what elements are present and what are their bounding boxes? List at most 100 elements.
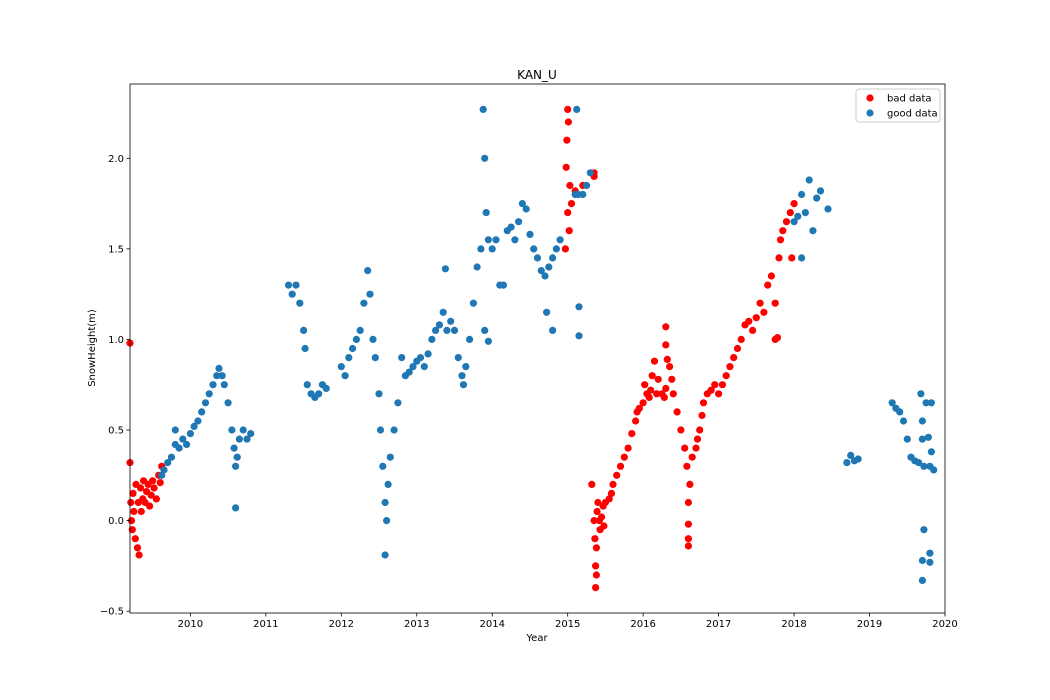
- data-point: [356, 326, 364, 334]
- data-point: [209, 381, 217, 389]
- data-point: [131, 535, 139, 543]
- data-point: [756, 299, 764, 307]
- plot-area: [126, 105, 938, 592]
- legend-marker: [866, 109, 874, 117]
- data-point: [696, 426, 704, 434]
- data-point: [543, 308, 551, 316]
- data-point: [693, 435, 702, 443]
- data-point: [635, 404, 644, 412]
- data-point: [645, 393, 653, 401]
- data-point: [424, 350, 432, 358]
- data-point: [711, 381, 719, 389]
- data-point: [782, 218, 791, 226]
- legend-label: bad data: [887, 94, 932, 105]
- data-point: [854, 455, 862, 463]
- data-point: [920, 462, 928, 470]
- data-point: [530, 245, 538, 253]
- data-point: [816, 187, 825, 195]
- data-point: [243, 435, 251, 443]
- data-point: [688, 453, 696, 461]
- data-point: [288, 290, 296, 298]
- data-point: [349, 344, 357, 353]
- data-point: [409, 363, 417, 371]
- data-point: [549, 254, 557, 262]
- data-point: [598, 513, 606, 521]
- data-point: [522, 205, 530, 213]
- data-point: [507, 223, 515, 231]
- axes: 2010 2011 2012 2013 2014 2015 2016 2017 2018 2019…: [100, 83, 958, 630]
- data-point: [167, 453, 176, 461]
- data-point: [381, 498, 389, 507]
- data-point: [230, 444, 238, 452]
- data-point: [379, 462, 387, 470]
- data-point: [232, 504, 240, 512]
- data-point: [573, 105, 581, 113]
- data-point: [632, 417, 640, 425]
- data-point: [303, 381, 311, 389]
- data-point: [477, 245, 485, 253]
- data-point: [549, 326, 557, 334]
- data-point: [366, 290, 374, 298]
- data-point: [718, 381, 727, 389]
- data-point: [684, 535, 693, 543]
- data-point: [152, 495, 160, 503]
- data-point: [405, 368, 413, 376]
- data-point: [917, 390, 925, 398]
- data-point: [673, 408, 681, 416]
- x-tick-label: 2012: [329, 619, 354, 630]
- x-tick-label: 2019: [857, 619, 882, 630]
- data-point: [575, 332, 583, 340]
- data-point: [160, 466, 168, 474]
- data-point: [561, 245, 570, 253]
- data-point: [175, 444, 183, 452]
- data-point: [733, 344, 742, 353]
- data-point: [488, 245, 496, 253]
- data-point: [146, 502, 154, 510]
- data-point: [564, 209, 572, 217]
- data-point: [526, 230, 534, 238]
- data-point: [779, 227, 787, 235]
- data-point: [722, 372, 730, 380]
- data-point: [813, 194, 821, 202]
- data-point: [158, 471, 166, 479]
- data-point: [459, 381, 468, 389]
- data-point: [428, 335, 436, 343]
- data-point: [650, 357, 659, 365]
- data-point: [888, 399, 896, 407]
- data-point: [824, 205, 832, 213]
- data-point: [666, 363, 674, 371]
- data-point: [499, 281, 508, 289]
- data-point: [492, 236, 500, 244]
- data-point: [927, 399, 936, 407]
- data-point: [215, 364, 223, 372]
- data-point: [190, 422, 198, 430]
- data-point: [484, 337, 492, 345]
- data-point: [439, 308, 447, 316]
- data-point: [129, 489, 137, 497]
- data-point: [639, 399, 647, 407]
- data-point: [352, 335, 360, 343]
- data-point: [369, 335, 377, 343]
- plot-frame: [129, 83, 946, 614]
- data-point: [301, 344, 309, 353]
- x-tick-label: 2011: [253, 619, 278, 630]
- legend-label: good data: [887, 109, 938, 120]
- data-point: [771, 299, 779, 307]
- data-point: [218, 372, 226, 380]
- data-point: [918, 556, 927, 565]
- y-axis-title: SnowHeight(m): [87, 309, 98, 387]
- data-point: [592, 544, 601, 552]
- data-point: [360, 299, 368, 307]
- data-point: [183, 440, 191, 449]
- data-point: [686, 480, 694, 488]
- data-point: [592, 562, 600, 570]
- data-point: [135, 551, 143, 559]
- data-point: [586, 169, 594, 177]
- data-point: [390, 426, 398, 434]
- data-point: [927, 448, 936, 456]
- data-point: [127, 498, 135, 507]
- data-point: [484, 236, 492, 244]
- x-tick-label: 2016: [630, 619, 655, 630]
- data-point: [660, 393, 668, 401]
